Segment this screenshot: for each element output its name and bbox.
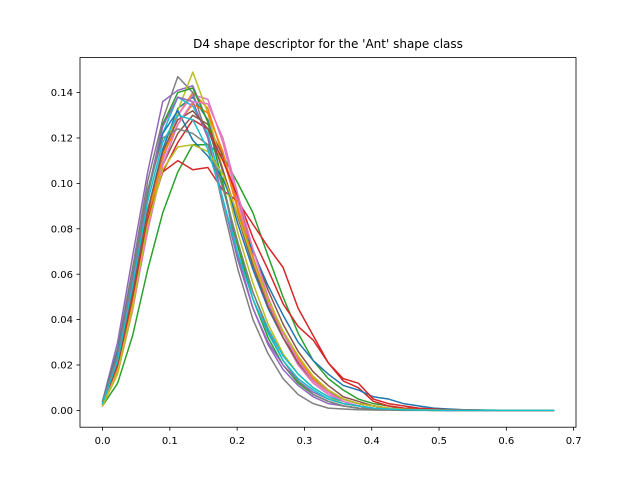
x-tick-label: 0.1 — [162, 436, 178, 447]
y-tick-label: 0.02 — [51, 361, 73, 372]
x-tick-label: 0.6 — [498, 436, 514, 447]
y-tick-label: 0.14 — [51, 88, 73, 99]
y-tick-label: 0.04 — [51, 315, 73, 326]
series-line-20 — [101, 114, 555, 412]
x-tick-label: 0.5 — [431, 436, 447, 447]
y-tick-label: 0.00 — [51, 406, 73, 417]
x-tick-label: 0.2 — [229, 436, 245, 447]
y-tick-label: 0.12 — [51, 134, 73, 145]
x-tick-label: 0.3 — [296, 436, 312, 447]
chart-title: D4 shape descriptor for the 'Ant' shape … — [193, 37, 463, 51]
x-tick-label: 0.0 — [95, 436, 111, 447]
x-axis: 0.0 0.1 0.2 0.3 0.4 0.5 0.6 0.7 — [95, 427, 582, 447]
plot-frame — [79, 57, 577, 428]
y-tick-label: 0.10 — [51, 179, 73, 190]
x-tick-label: 0.4 — [364, 436, 380, 447]
y-tick-label: 0.08 — [51, 224, 73, 235]
y-axis: 0.00 0.02 0.04 0.06 0.08 0.10 0.12 0.14 — [51, 88, 80, 417]
y-tick-label: 0.06 — [51, 270, 73, 281]
series-layer — [101, 71, 555, 412]
x-tick-label: 0.7 — [566, 436, 582, 447]
